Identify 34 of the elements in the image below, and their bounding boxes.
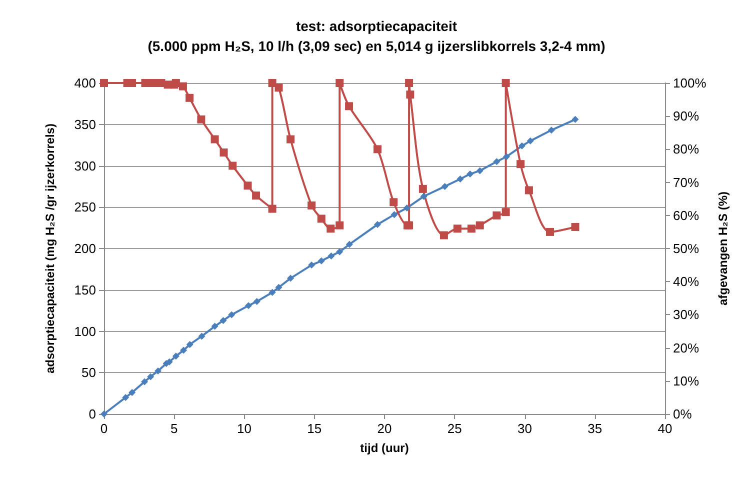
y2-tick-label: 10%: [673, 373, 700, 388]
y-tick-label: 400: [74, 76, 96, 90]
y-tick-label: 100: [74, 324, 96, 339]
x-tick-label: 15: [307, 421, 322, 436]
x-tick-label: 40: [658, 421, 672, 436]
x-tick-label: 20: [377, 421, 392, 436]
y2-tick-label: 60%: [673, 208, 700, 223]
y2-axis-title: afgevangen H₂S (%): [716, 191, 730, 306]
x-tick-label: 35: [588, 421, 602, 436]
y2-tick-label: 30%: [673, 307, 700, 322]
chart-title: test: adsorptiecapaciteit: [296, 18, 458, 34]
x-tick-label: 25: [447, 421, 462, 436]
y2-tick-label: 90%: [673, 108, 700, 124]
y2-tick-label: 40%: [673, 274, 700, 290]
y2-tick-label: 50%: [673, 241, 700, 256]
y-tick-label: 200: [74, 241, 96, 256]
x-tick-label: 10: [237, 421, 252, 436]
y2-tick-label: 0%: [673, 406, 692, 422]
x-tick-label: 0: [100, 421, 108, 436]
y-tick-label: 0: [88, 406, 96, 422]
y-tick-label: 150: [74, 282, 96, 298]
y2-tick-label: 80%: [673, 142, 700, 157]
y-tick-label: 250: [74, 200, 96, 215]
y2-tick-label: 70%: [673, 174, 700, 190]
chart-subtitle: (5.000 ppm H₂S, 10 l/h (3,09 sec) en 5,014 g ijzerslibkorrels 3,2-4 mm): [148, 38, 606, 54]
y-tick-label: 50: [82, 365, 96, 380]
x-axis-title: tijd (uur): [360, 441, 409, 455]
y-axis-title: adsorptiecapaciteit (mg H₂S /gr ijzerkorrels): [43, 123, 57, 374]
y2-tick-label: 20%: [673, 340, 700, 356]
y-tick-label: 300: [74, 158, 96, 174]
x-tick-label: 5: [170, 421, 178, 436]
y2-tick-label: 100%: [673, 76, 707, 90]
x-tick-label: 30: [518, 421, 532, 436]
y-tick-label: 350: [74, 116, 96, 132]
